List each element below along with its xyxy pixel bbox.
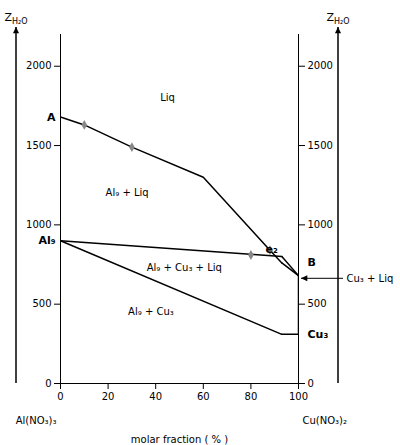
svg-text:Al(NO₃)₃: Al(NO₃)₃ — [16, 415, 57, 426]
svg-text:40: 40 — [149, 391, 162, 402]
svg-text:1000: 1000 — [308, 219, 333, 230]
svg-text:0: 0 — [57, 391, 63, 402]
svg-text:molar fraction ( % ): molar fraction ( % ) — [131, 434, 228, 445]
svg-text:0: 0 — [45, 378, 51, 389]
svg-text:2000: 2000 — [26, 60, 51, 71]
svg-text:80: 80 — [245, 391, 258, 402]
svg-text:0: 0 — [308, 378, 314, 389]
svg-text:Al₉ + Liq: Al₉ + Liq — [106, 187, 149, 198]
svg-text:Cu₃ + Liq: Cu₃ + Liq — [347, 273, 394, 284]
svg-text:Al₉ + Cu₃ + Liq: Al₉ + Cu₃ + Liq — [147, 262, 222, 273]
svg-text:20: 20 — [102, 391, 115, 402]
svg-text:100: 100 — [289, 391, 308, 402]
svg-text:500: 500 — [32, 298, 51, 309]
svg-text:e₂: e₂ — [266, 243, 278, 256]
svg-text:1500: 1500 — [308, 140, 333, 151]
svg-text:Cu(NO₃)₂: Cu(NO₃)₂ — [303, 415, 348, 426]
svg-text:ZH₂O: ZH₂O — [4, 11, 27, 26]
svg-text:Liq: Liq — [160, 92, 175, 103]
svg-text:Al₉ + Cu₃: Al₉ + Cu₃ — [128, 306, 174, 317]
svg-text:Al₉: Al₉ — [38, 234, 55, 247]
svg-text:500: 500 — [308, 298, 327, 309]
svg-text:1000: 1000 — [26, 219, 51, 230]
svg-text:2000: 2000 — [308, 60, 333, 71]
svg-text:B: B — [308, 256, 316, 269]
svg-text:1500: 1500 — [26, 140, 51, 151]
svg-text:60: 60 — [197, 391, 210, 402]
svg-text:Cu₃: Cu₃ — [308, 328, 329, 341]
svg-text:A: A — [47, 111, 56, 124]
svg-text:ZH₂O: ZH₂O — [326, 11, 349, 26]
